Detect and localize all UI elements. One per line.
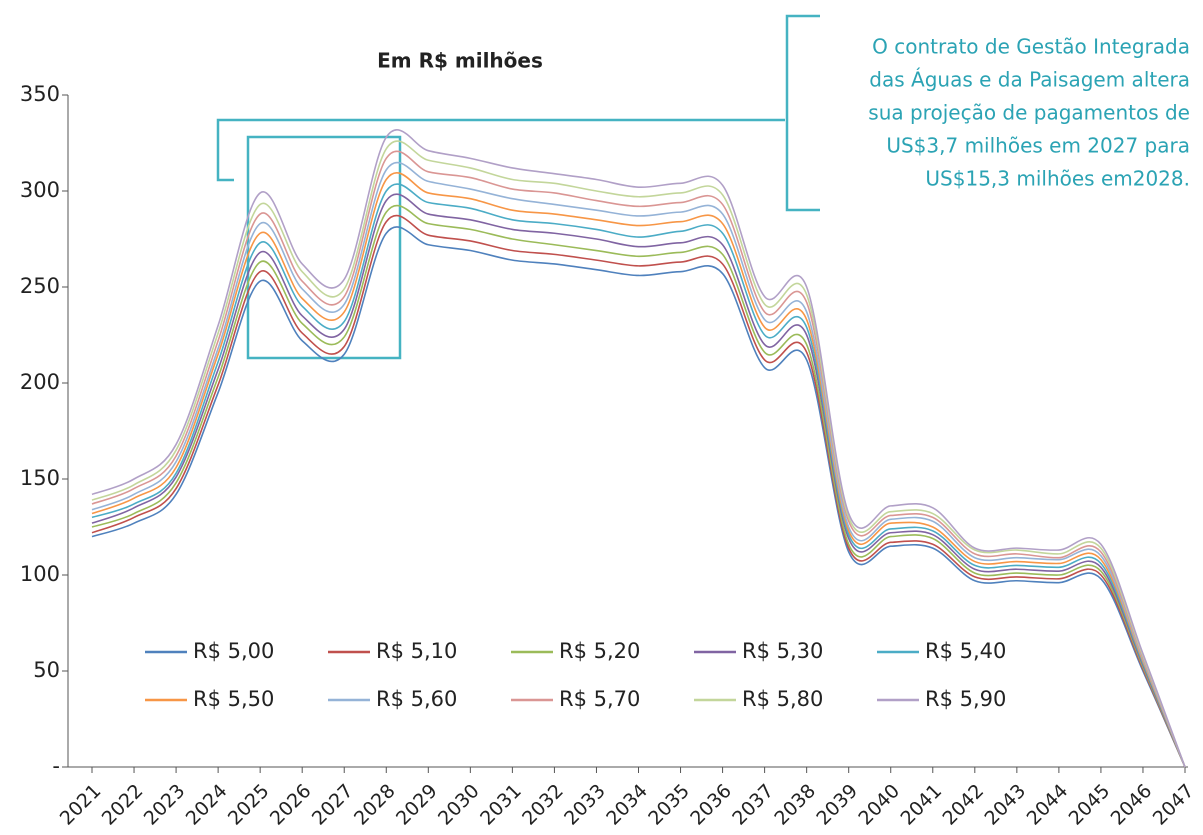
x-tick-label: 2035 bbox=[644, 780, 694, 830]
x-tick-label: 2027 bbox=[308, 780, 358, 830]
x-tick-label: 2043 bbox=[981, 780, 1031, 830]
x-tick-label: 2038 bbox=[770, 780, 820, 830]
callout-connector bbox=[216, 118, 785, 182]
y-tick-label: 150 bbox=[20, 466, 60, 490]
annotation-line: O contrato de Gestão Integrada bbox=[872, 35, 1190, 59]
x-tick-label: 2023 bbox=[140, 780, 190, 830]
x-tick-label: 2024 bbox=[182, 780, 232, 830]
annotation-line: US$3,7 milhões em 2027 para bbox=[886, 134, 1190, 158]
annotation-line: das Águas e da Paisagem altera bbox=[869, 68, 1190, 92]
series-line bbox=[91, 193, 1186, 768]
annotation-line: sua projeção de pagamentos de bbox=[868, 101, 1190, 125]
series-line bbox=[91, 226, 1186, 768]
x-tick-label: 2042 bbox=[938, 780, 988, 830]
x-tick-label: 2029 bbox=[392, 780, 442, 830]
legend-label: R$ 5,80 bbox=[742, 687, 823, 711]
x-tick-label: 2040 bbox=[854, 780, 904, 830]
legend-label: R$ 5,90 bbox=[925, 687, 1006, 711]
x-tick-label: 2022 bbox=[98, 780, 148, 830]
x-tick-label: 2026 bbox=[266, 780, 316, 830]
y-tick-label: 350 bbox=[20, 82, 60, 106]
y-tick-label: 300 bbox=[20, 178, 60, 202]
x-tick-label: 2045 bbox=[1065, 780, 1115, 830]
legend-label: R$ 5,30 bbox=[742, 639, 823, 663]
y-tick-label: - bbox=[52, 754, 60, 778]
x-tick-label: 2031 bbox=[476, 780, 526, 830]
series-line bbox=[91, 214, 1186, 768]
legend-label: R$ 5,70 bbox=[559, 687, 640, 711]
legend-label: R$ 5,10 bbox=[376, 639, 457, 663]
x-tick-label: 2028 bbox=[350, 780, 400, 830]
callout-bracket bbox=[785, 14, 820, 212]
series-line bbox=[91, 129, 1186, 768]
series-line bbox=[91, 150, 1186, 768]
x-tick-label: 2032 bbox=[518, 780, 568, 830]
series-line bbox=[91, 172, 1186, 768]
x-tick-label: 2036 bbox=[686, 780, 736, 830]
x-tick-label: 2034 bbox=[602, 780, 652, 830]
x-tick-label: 2025 bbox=[224, 780, 274, 830]
x-tick-label: 2021 bbox=[56, 780, 106, 830]
x-tick-label: 2037 bbox=[728, 780, 778, 830]
y-tick-label: 50 bbox=[33, 658, 60, 682]
legend-label: R$ 5,00 bbox=[193, 639, 274, 663]
x-tick-label: 2041 bbox=[896, 780, 946, 830]
chart-title: Em R$ milhões bbox=[377, 49, 543, 73]
y-tick-label: 200 bbox=[20, 370, 60, 394]
annotation-line: US$15,3 milhões em2028. bbox=[925, 167, 1190, 191]
y-tick-label: 250 bbox=[20, 274, 60, 298]
x-tick-label: 2047 bbox=[1149, 780, 1199, 830]
series-line bbox=[91, 183, 1186, 768]
y-tick-label: 100 bbox=[20, 562, 60, 586]
series-line bbox=[91, 161, 1186, 768]
legend-label: R$ 5,50 bbox=[193, 687, 274, 711]
legend-label: R$ 5,20 bbox=[559, 639, 640, 663]
series-line bbox=[91, 140, 1186, 768]
series-line bbox=[91, 204, 1186, 768]
x-tick-label: 2044 bbox=[1023, 780, 1073, 830]
legend-label: R$ 5,40 bbox=[925, 639, 1006, 663]
x-tick-label: 2039 bbox=[812, 780, 862, 830]
x-tick-label: 2046 bbox=[1107, 780, 1157, 830]
x-tick-label: 2033 bbox=[560, 780, 610, 830]
legend-label: R$ 5,60 bbox=[376, 687, 457, 711]
x-tick-label: 2030 bbox=[434, 780, 484, 830]
